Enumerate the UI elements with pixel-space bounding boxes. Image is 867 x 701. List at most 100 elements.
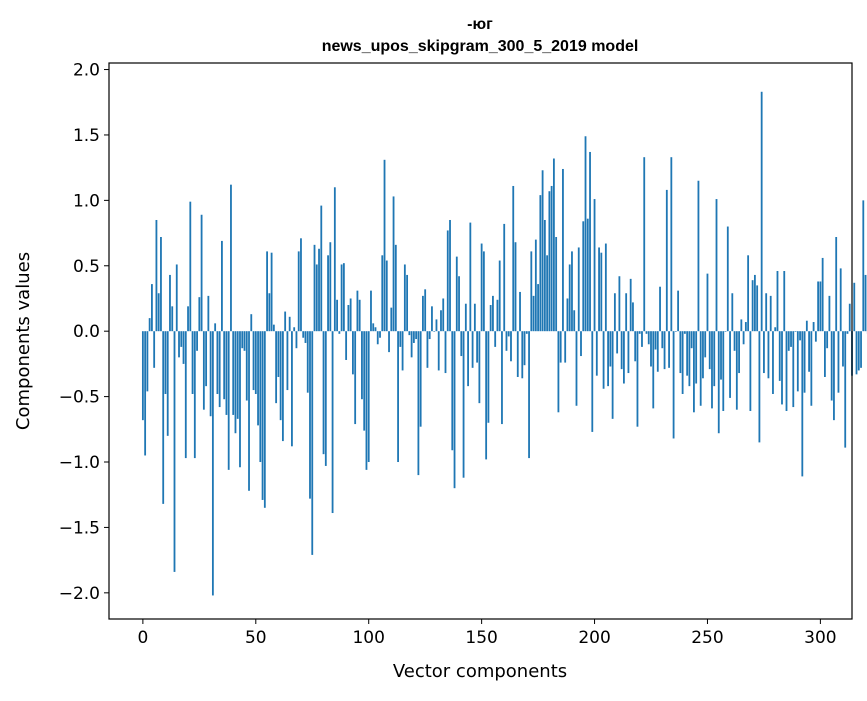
bar-component-61	[280, 331, 282, 420]
bar-component-22	[192, 331, 194, 394]
bar-component-287	[790, 331, 792, 347]
bar-component-34	[219, 331, 221, 407]
bar-component-264	[738, 331, 740, 373]
bar-component-125	[424, 289, 426, 331]
y-tick-label: −1.0	[59, 453, 100, 473]
bar-component-173	[533, 296, 535, 331]
bar-component-197	[587, 219, 589, 332]
bar-component-281	[777, 271, 779, 331]
y-tick-label: 1.5	[73, 126, 100, 146]
bar-component-250	[707, 274, 709, 332]
bar-component-84	[332, 331, 334, 513]
bar-component-185	[560, 331, 562, 362]
bar-component-247	[700, 331, 702, 406]
bar-component-280	[774, 327, 776, 331]
bar-component-238	[679, 331, 681, 373]
bar-component-38	[228, 331, 230, 470]
bar-component-113	[397, 331, 399, 462]
bar-component-303	[826, 331, 828, 348]
x-tick-label: 100	[352, 628, 384, 648]
bar-component-309	[840, 268, 842, 331]
bar-component-269	[749, 331, 751, 411]
bar-component-101	[370, 291, 372, 332]
bar-component-23	[194, 331, 196, 458]
bar-component-39	[230, 185, 232, 332]
bar-component-118	[408, 331, 410, 335]
bar-component-184	[558, 331, 560, 412]
bar-component-183	[555, 237, 557, 331]
bar-component-212	[621, 331, 623, 369]
bar-component-225	[650, 331, 652, 366]
bar-component-64	[287, 331, 289, 390]
bar-component-233	[668, 331, 670, 368]
bar-component-103	[375, 327, 377, 331]
bar-component-41	[235, 331, 237, 433]
bar-component-33	[217, 331, 219, 394]
bar-component-318	[860, 331, 862, 368]
bar-component-226	[652, 331, 654, 408]
bar-component-255	[718, 331, 720, 433]
bar-component-256	[720, 331, 722, 379]
bar-component-176	[539, 195, 541, 331]
bar-component-313	[849, 304, 851, 331]
bar-component-152	[485, 331, 487, 459]
bar-component-310	[842, 331, 844, 366]
bar-component-63	[284, 312, 286, 332]
bar-component-143	[465, 304, 467, 331]
bar-component-31	[212, 331, 214, 595]
bar-component-200	[594, 199, 596, 331]
bar-component-302	[824, 331, 826, 377]
bar-component-296	[810, 331, 812, 406]
bar-component-315	[853, 283, 855, 331]
bar-component-266	[743, 331, 745, 344]
bar-component-99	[366, 331, 368, 470]
bar-component-1	[144, 331, 146, 455]
bar-component-131	[438, 331, 440, 370]
bar-component-100	[368, 331, 370, 462]
bar-component-70	[300, 238, 302, 331]
bar-component-249	[704, 331, 706, 357]
bar-component-78	[318, 249, 320, 331]
bar-component-271	[754, 275, 756, 331]
bar-component-46	[246, 331, 248, 400]
bar-component-13	[171, 306, 173, 331]
bar-component-120	[413, 331, 415, 343]
bar-component-123	[420, 331, 422, 427]
bar-component-277	[768, 331, 770, 378]
bar-component-49	[253, 331, 255, 390]
bar-component-172	[530, 251, 532, 331]
bar-component-69	[298, 251, 300, 331]
bar-component-180	[548, 191, 550, 331]
bar-component-199	[591, 331, 593, 432]
bar-component-243	[691, 331, 693, 348]
bar-component-214	[625, 293, 627, 331]
bar-component-244	[693, 331, 695, 412]
bar-component-25	[198, 297, 200, 331]
bar-component-224	[648, 331, 650, 344]
bar-component-195	[582, 221, 584, 331]
bar-component-308	[838, 331, 840, 392]
bar-component-116	[404, 264, 406, 331]
bar-component-11	[167, 331, 169, 436]
bar-component-157	[497, 300, 499, 331]
bar-component-229	[659, 287, 661, 331]
bar-component-290	[797, 331, 799, 391]
y-tick-label: 0.0	[73, 322, 100, 342]
bar-component-58	[273, 325, 275, 332]
bar-component-142	[463, 331, 465, 478]
bar-component-267	[745, 322, 747, 331]
bar-component-9	[162, 331, 164, 504]
bar-component-53	[262, 331, 264, 500]
bar-component-317	[858, 331, 860, 370]
bar-component-126	[427, 331, 429, 368]
bar-component-97	[361, 331, 363, 399]
bar-component-65	[289, 317, 291, 331]
bar-component-85	[334, 187, 336, 331]
bar-component-227	[655, 331, 657, 349]
bar-component-241	[686, 331, 688, 375]
bar-component-121	[415, 331, 417, 339]
bar-component-156	[494, 331, 496, 347]
bar-component-50	[255, 331, 257, 394]
bar-component-260	[729, 331, 731, 398]
bar-component-171	[528, 331, 530, 458]
